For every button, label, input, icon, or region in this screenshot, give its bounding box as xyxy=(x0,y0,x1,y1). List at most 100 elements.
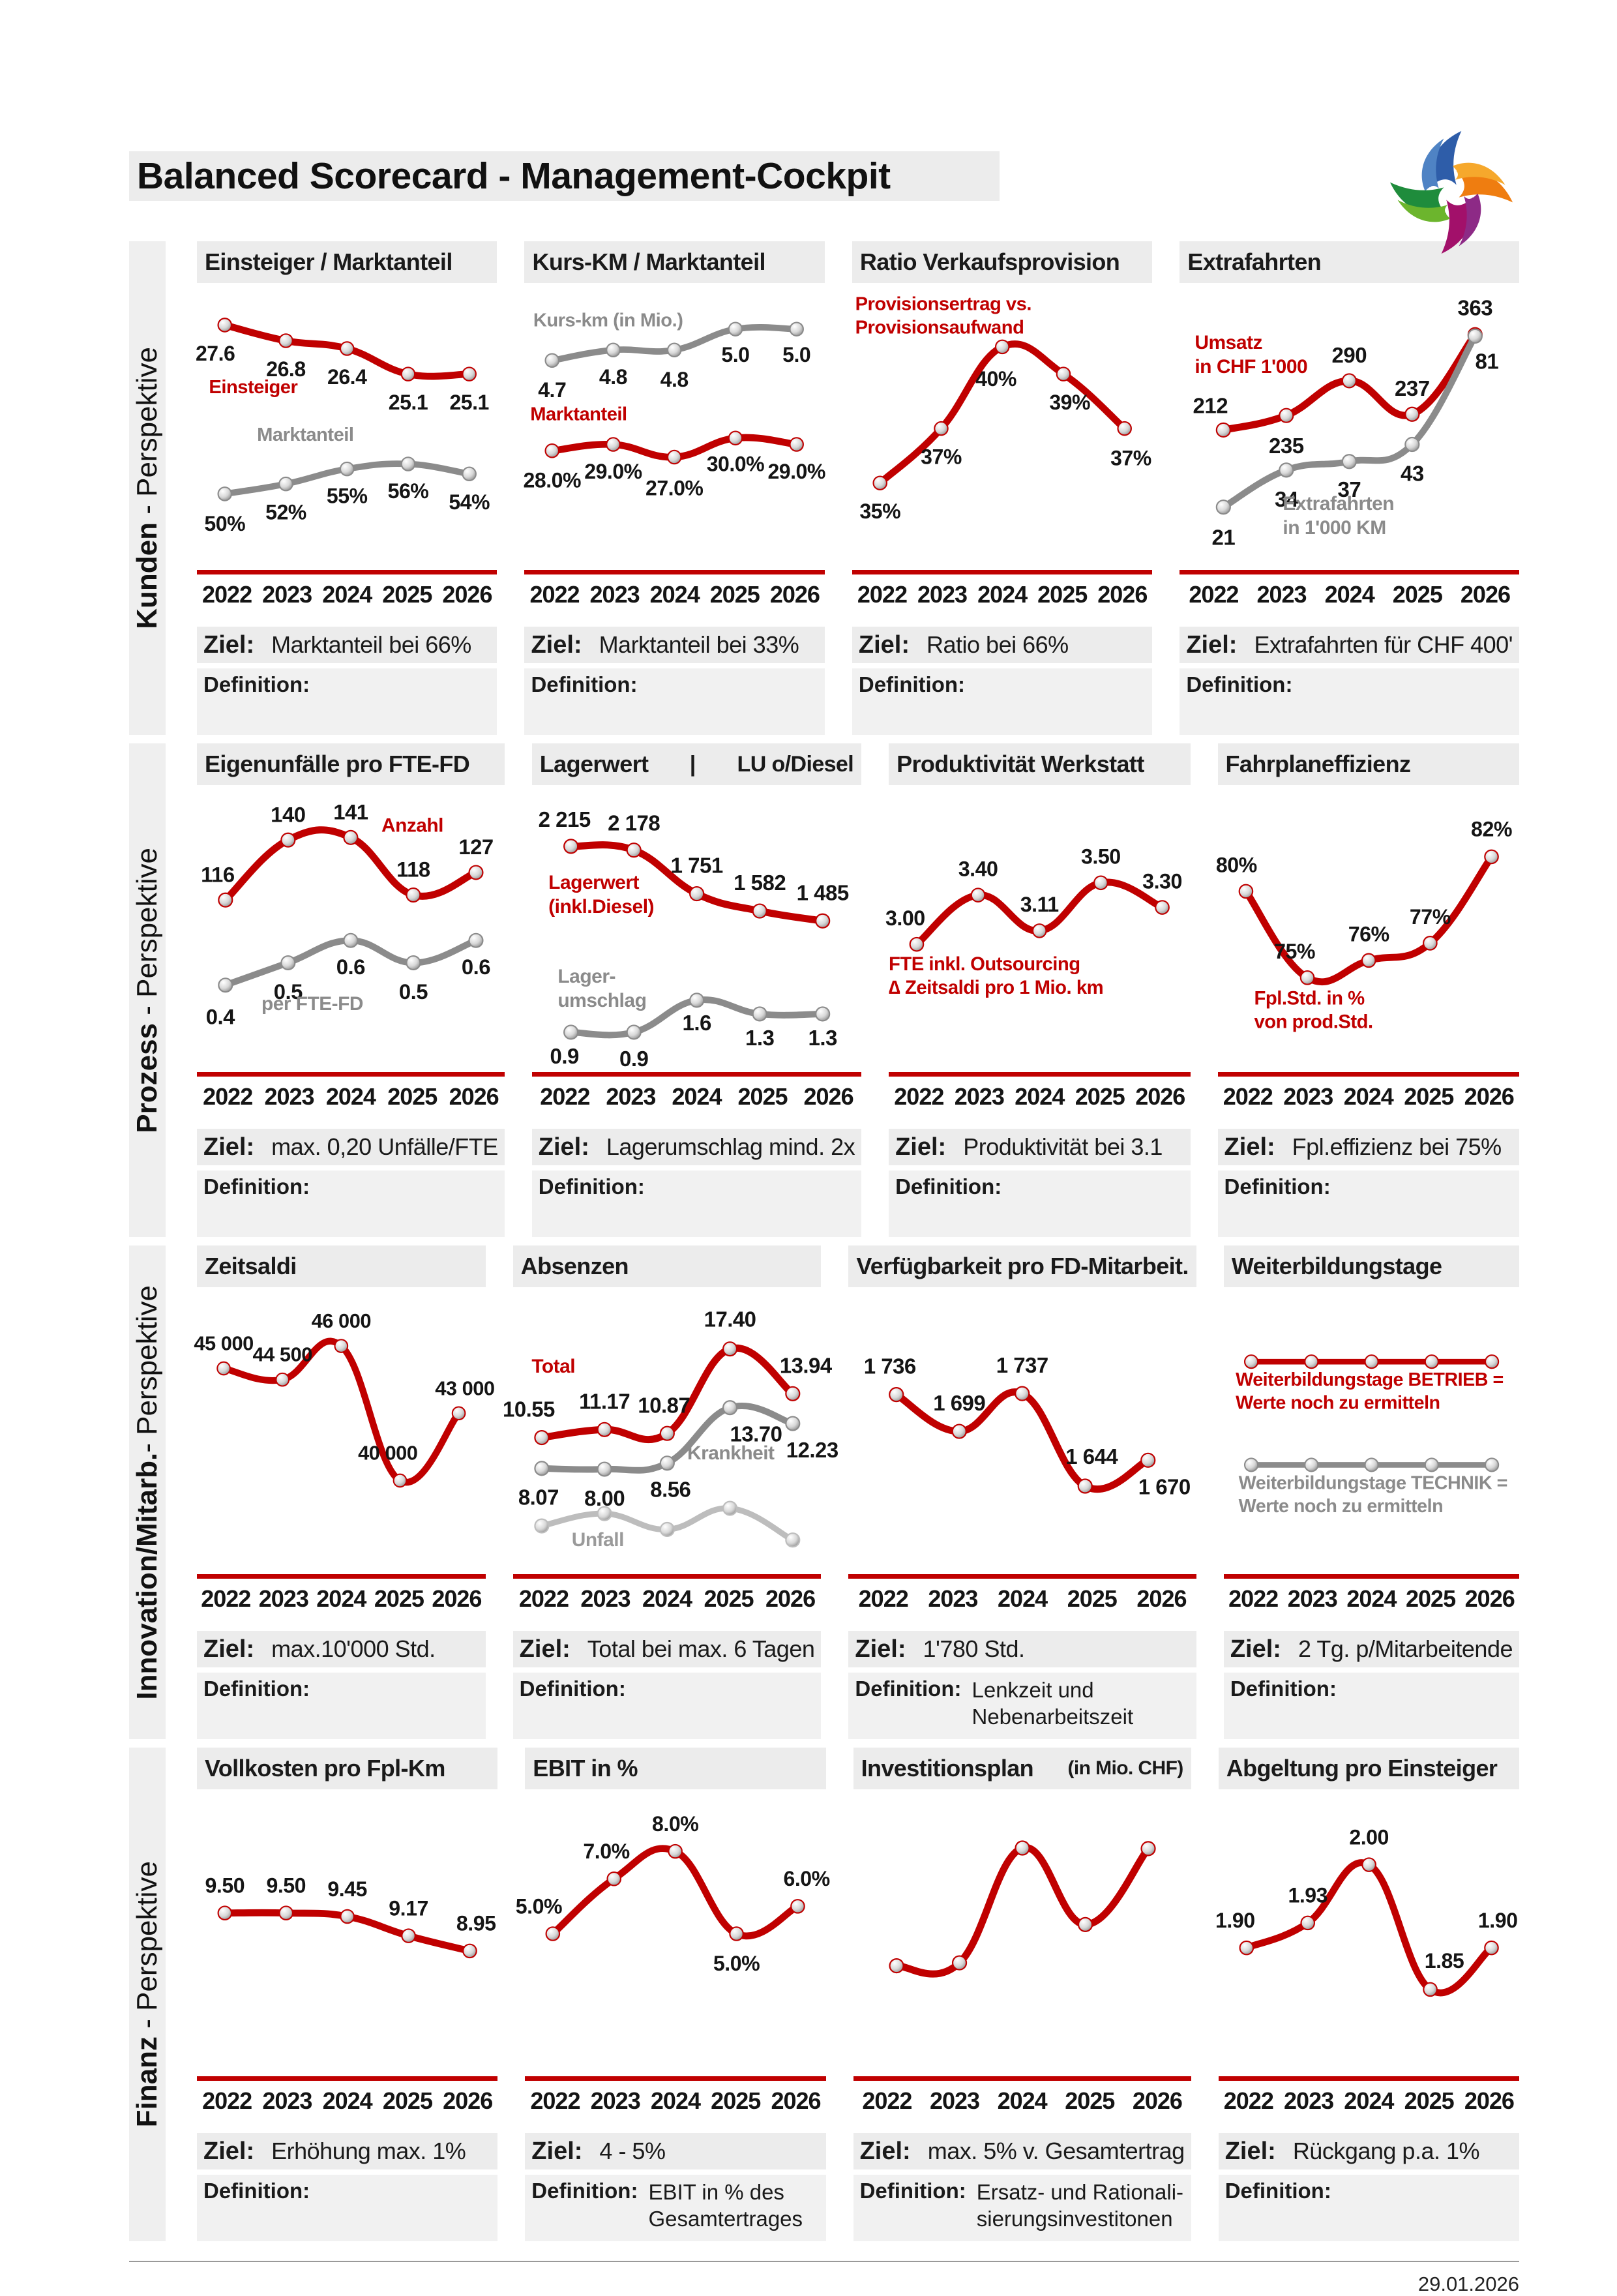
year-label: 2025 xyxy=(374,1585,424,1612)
data-point-label: 0.9 xyxy=(550,1044,579,1068)
ziel-value: 2 Tg. p/Mitarbeitende xyxy=(1298,1635,1513,1662)
kpi-title-bar: Vollkosten pro Fpl-Km xyxy=(197,1748,498,1789)
trend-chart-svg xyxy=(889,1840,1156,1978)
series-annotation: FTE inkl. Outsourcing xyxy=(889,954,1080,975)
definition-label: Definition: xyxy=(1186,672,1293,696)
data-point-label: 1 670 xyxy=(1138,1474,1191,1498)
chart-marker xyxy=(533,1430,550,1446)
ziel-value: max.10'000 Std. xyxy=(271,1635,436,1662)
data-point-label: 3.11 xyxy=(1020,893,1059,916)
logo-wing-top xyxy=(1421,130,1462,192)
year-axis: 2022 2023 2024 2025 2026 xyxy=(1218,1083,1519,1112)
chart-marker xyxy=(597,1461,612,1477)
kpi-title-right: LU o/Diesel xyxy=(737,751,854,777)
perspective-label: Kunden - Perspektive xyxy=(129,241,166,735)
year-label: 2024 xyxy=(1324,581,1375,608)
data-point-label: 8.56 xyxy=(650,1478,690,1502)
ziel-row: Ziel: Marktanteil bei 66% xyxy=(197,627,497,663)
year-label: 2025 xyxy=(711,2087,761,2114)
chart-marker xyxy=(752,903,767,919)
definition-row: Definition: xyxy=(1218,2175,1519,2241)
chart-marker xyxy=(970,887,986,902)
chart-marker xyxy=(1300,1915,1315,1931)
chart-marker xyxy=(278,476,293,492)
data-point-label: 1.3 xyxy=(808,1026,837,1050)
year-label: 2025 xyxy=(1065,2087,1115,2114)
ziel-value: max. 5% v. Gesamtertrag xyxy=(927,2138,1185,2164)
ziel-value: Marktanteil bei 66% xyxy=(271,631,471,658)
series-annotation: Einsteiger xyxy=(209,377,297,398)
definition-row: Definition: Ersatz- und Rationali- sieru… xyxy=(853,2175,1191,2241)
data-point-label: 1 751 xyxy=(670,854,722,878)
series-annotation: per FTE-FD xyxy=(261,993,363,1015)
ziel-row: Ziel: max. 5% v. Gesamtertrag xyxy=(853,2133,1191,2169)
definition-label: Definition: xyxy=(203,672,310,696)
ziel-row: Ziel: Lagerumschlag mind. 2x xyxy=(531,1129,862,1165)
data-point-label: 44 500 xyxy=(253,1343,312,1366)
data-point-label: 11.17 xyxy=(579,1389,630,1413)
data-point-label: 1 699 xyxy=(934,1391,986,1415)
kpi-title: Eigenunfälle pro FTE-FD xyxy=(205,751,470,777)
page: Balanced Scorecard - Management-Cockpit … xyxy=(129,0,1519,2296)
definition-row: Definition: xyxy=(524,668,825,735)
kpi-title: Produktivität Werkstatt xyxy=(897,751,1144,777)
chart-marker xyxy=(1404,436,1420,453)
year-label: 2022 xyxy=(540,1083,590,1110)
perspective-label: Finanz - Perspektive xyxy=(129,1748,166,2241)
data-point-label: 290 xyxy=(1332,343,1367,367)
trend-chart-svg: 4.74.8 4.85.0 5.028.0% 29.0%27.0%30.0% 29.0%… xyxy=(524,310,826,500)
year-label: 2026 xyxy=(449,1083,499,1110)
series-annotation: Umsatz xyxy=(1195,332,1263,353)
trend-chart-svg: 80% 75% 76% 77% 82% Fpl.Std. in % von prod.Std… xyxy=(1215,818,1512,1033)
chart-marker xyxy=(400,456,416,471)
year-label: 2022 xyxy=(857,581,908,608)
data-point-label: 3.50 xyxy=(1081,845,1121,869)
chart-marker xyxy=(1077,1916,1093,1932)
perspective-name: Finanz xyxy=(131,2036,163,2128)
chart-marker xyxy=(544,353,560,368)
kpi-title: Investitionsplan xyxy=(861,1755,1034,1782)
perspective-row-3: Finanz - Perspektive Vollkosten pro Fpl-… xyxy=(129,1748,1519,2241)
year-label: 2024 xyxy=(325,1083,376,1110)
chart-marker xyxy=(951,1955,967,1971)
chart-marker xyxy=(951,1424,968,1439)
perspective-cells: Einsteiger / Marktanteil 27.6 26.8 26.4 25.… xyxy=(196,241,1519,735)
data-point-label: 8.0% xyxy=(652,1812,698,1836)
kpi-cell-r3c2: Investitionsplan (in Mio. CHF) 2022 2023 … xyxy=(853,1748,1191,2241)
kpi-cell-r1c3: Fahrplaneffizienz 80% 75% 76% 77% 82% Fpl.Std… xyxy=(1215,743,1519,1237)
x-axis-line xyxy=(889,1072,1191,1077)
data-point-label: 5.0 xyxy=(783,343,811,366)
year-label: 2024 xyxy=(322,2087,373,2114)
chart-marker xyxy=(1364,1354,1379,1369)
chart-marker xyxy=(1216,499,1232,515)
data-point-label: 4.8 xyxy=(660,368,689,391)
trend-chart: 116 140 141 118 127 0.4 0.5 0.6 0.5 0.6 Anzahl per … xyxy=(197,788,505,1068)
definition-row: Definition: xyxy=(512,1673,822,1739)
definition-label: Definition: xyxy=(203,1677,310,1701)
chart-marker xyxy=(789,437,805,452)
chart-marker xyxy=(1077,1478,1093,1494)
data-point-label: 7.0% xyxy=(584,1840,630,1863)
kpi-title-separator: | xyxy=(689,751,696,777)
chart-marker xyxy=(729,1926,745,1941)
year-label: 2024 xyxy=(316,1585,366,1612)
chart-marker xyxy=(1032,923,1047,938)
ziel-label: Ziel: xyxy=(538,1133,589,1161)
data-point-label: 45 000 xyxy=(194,1332,253,1354)
year-label: 2025 xyxy=(1392,581,1443,608)
chart-marker xyxy=(597,1422,612,1437)
trend-chart-svg: 116 140 141 118 127 0.4 0.5 0.6 0.5 0.6 Anzahl per … xyxy=(201,799,494,1028)
definition-row: Definition: xyxy=(197,668,497,735)
chart-marker xyxy=(994,339,1010,355)
kpi-cell-r0c1: Kurs-KM / Marktanteil 4.7 4.8 4.8 5.0 5.0 28.… xyxy=(524,241,826,735)
year-label: 2024 xyxy=(1015,1083,1065,1110)
year-label: 2026 xyxy=(1136,1585,1187,1612)
year-label: 2022 xyxy=(530,2087,580,2114)
year-label: 2024 xyxy=(322,581,372,608)
ziel-value: 4 - 5% xyxy=(599,2138,666,2164)
data-point-label: 29.0% xyxy=(585,460,642,483)
year-label: 2023 xyxy=(928,1585,978,1612)
year-label: 2022 xyxy=(1223,2087,1274,2114)
kpi-cell-r2c2: Verfügbarkeit pro FD-Mitarbeit. 1 736 1 6… xyxy=(848,1245,1196,1739)
